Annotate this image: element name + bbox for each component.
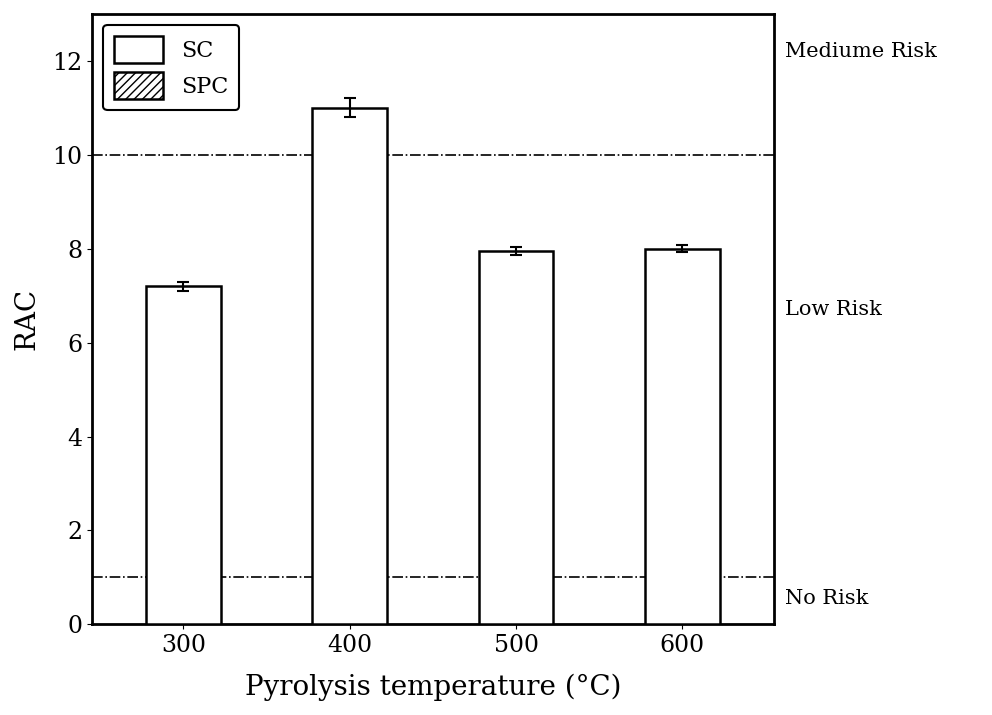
Legend: SC, SPC: SC, SPC	[103, 25, 239, 110]
X-axis label: Pyrolysis temperature (°C): Pyrolysis temperature (°C)	[245, 674, 621, 701]
Bar	[645, 249, 720, 624]
Bar	[478, 251, 554, 624]
Y-axis label: RAC: RAC	[14, 288, 41, 350]
Text: No Risk: No Risk	[785, 589, 868, 608]
Bar	[146, 286, 221, 624]
Bar	[312, 108, 387, 624]
Text: Mediume Risk: Mediume Risk	[785, 42, 936, 61]
Text: Low Risk: Low Risk	[785, 300, 882, 319]
